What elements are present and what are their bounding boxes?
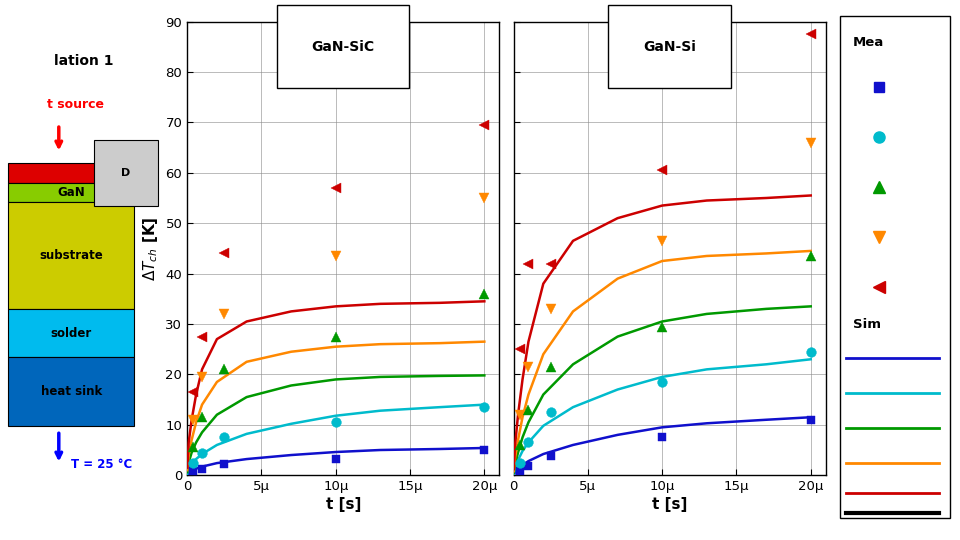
Bar [9,309,134,357]
Text: t source: t source [47,98,104,111]
Bar [9,163,134,183]
X-axis label: t [s]: t [s] [325,497,361,512]
Text: D: D [121,168,131,178]
Y-axis label: $\Delta T_{ch}$ [K]: $\Delta T_{ch}$ [K] [141,216,160,281]
Bar [9,357,134,426]
X-axis label: t [s]: t [s] [652,497,687,512]
Bar [9,202,134,309]
Text: substrate: substrate [39,249,104,262]
Text: Sim: Sim [853,318,881,330]
Text: lation 1: lation 1 [55,54,113,68]
Text: T = 25 °C: T = 25 °C [71,458,132,471]
Text: GaN-SiC: GaN-SiC [312,40,374,54]
Text: GaN: GaN [58,186,85,199]
Bar [9,183,134,202]
Text: heat sink: heat sink [40,385,102,398]
Text: GaN-Si: GaN-Si [643,40,696,54]
Text: solder: solder [51,327,92,340]
Text: Mea: Mea [853,36,884,49]
